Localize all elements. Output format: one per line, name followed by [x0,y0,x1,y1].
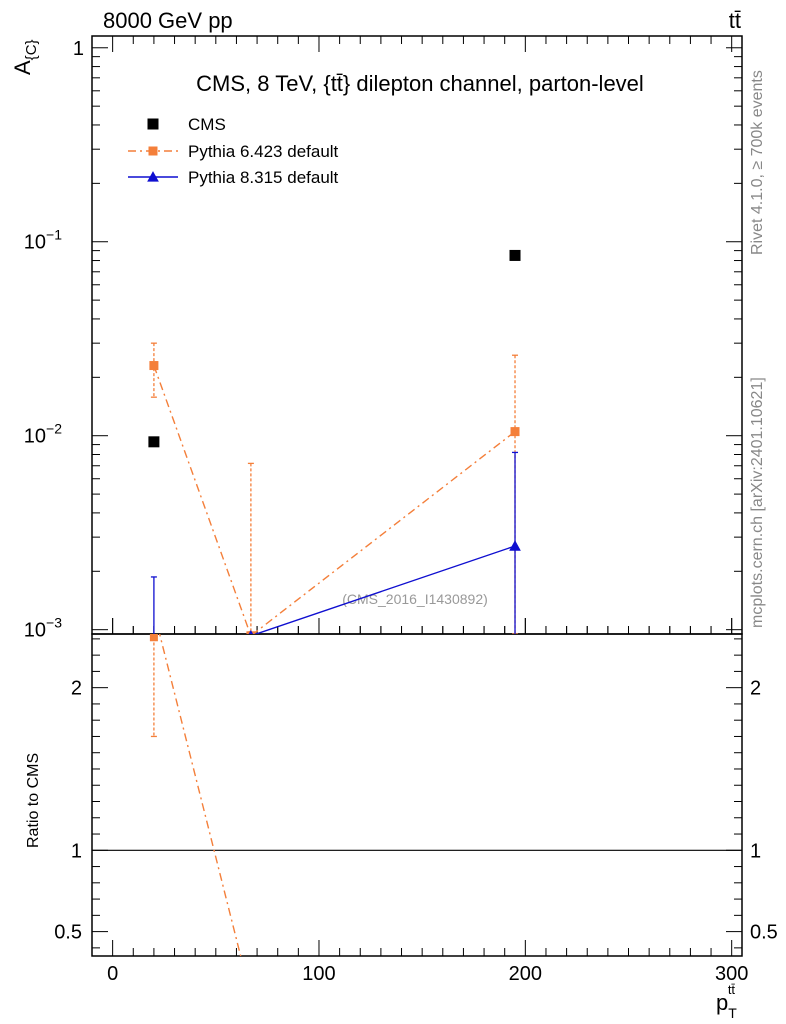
x-tick-label: 200 [509,963,542,985]
y-tick-label: 1 [73,38,84,60]
data-point-cms [148,436,160,448]
ratio-y-tick-label: 1 [71,840,82,862]
ratio-y-tick-label: 2 [71,678,82,700]
data-point-pythia-6-423-default [510,427,520,437]
rivet-version-label: Rivet 4.1.0, ≥ 700k events [749,70,766,255]
x-axis-label: pTtt̄ [716,982,737,1021]
ratio-y-tick-label: 0.5 [54,922,82,944]
data-point-pythia-8-315-default [248,629,254,634]
legend-label: Pythia 8.315 default [188,168,339,187]
main-series-layer [148,249,521,634]
legend-marker [147,171,159,182]
ratio-y-tick-label-right: 1 [750,840,761,862]
y-tick-label: 10−3 [24,615,62,642]
ratio-series-line [158,634,242,956]
data-point-cms [509,249,521,261]
x-tick-label: 300 [715,963,748,985]
legend: CMS Pythia 6.423 default Pythia 8.315 defa… [128,115,339,187]
main-y-axis: 1 10−1 10−2 10−3 [24,38,742,642]
ratio-y-tick-label-right: 2 [750,678,761,700]
series-line-1 [153,365,516,634]
main-y-axis-label: A{C} [10,39,40,75]
x-axis: 0 100 200 300 [107,36,748,985]
ratio-data-point [149,634,158,642]
ratio-y-tick-label-right: 0.5 [750,922,778,944]
legend-marker [148,146,158,156]
x-tick-label: 100 [302,963,335,985]
mcplots-source-label: mcplots.cern.ch [arXiv:2401.10621] [749,377,766,628]
header-energy-label: 8000 GeV pp [103,8,233,33]
header-process-label: tt̄ [729,8,741,33]
ratio-y-axis-label: Ratio to CMS [25,753,42,848]
legend-label: Pythia 6.423 default [188,142,339,161]
y-tick-label: 10−2 [24,421,62,448]
main-chart-title: CMS, 8 TeV, {tt̄} dilepton channel, part… [196,71,644,96]
legend-label: CMS [188,115,226,134]
y-tick-label: 10−1 [24,227,62,254]
ratio-series-layer [149,634,242,956]
data-point-pythia-8-315-default [509,540,521,551]
series-line-2 [253,545,516,634]
analysis-watermark: (CMS_2016_I1430892) [342,591,488,607]
ratio-y-axis: 0.5 0.5 1 1 2 2 [54,638,778,949]
data-point-pythia-6-423-default [149,361,159,371]
x-tick-label: 0 [107,963,118,985]
legend-marker [147,118,159,130]
ratio-plot-frame [91,633,743,957]
